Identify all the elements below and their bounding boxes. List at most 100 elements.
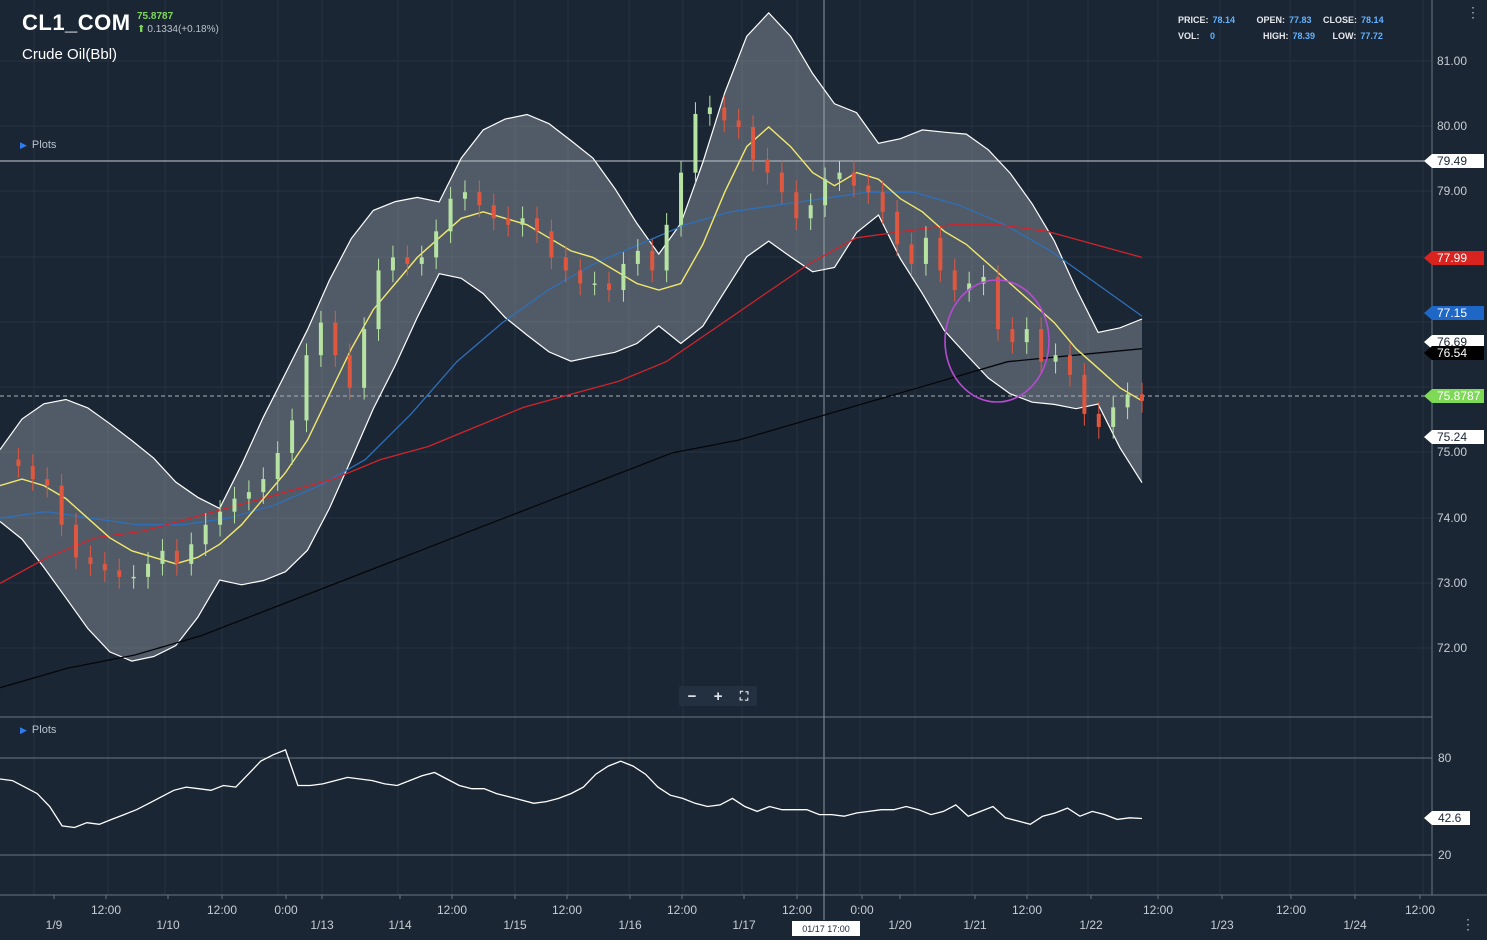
- price-badge-shape: [1424, 389, 1484, 403]
- time-tick-label: 1/23: [1210, 918, 1234, 932]
- candle-body: [1067, 355, 1072, 375]
- axis-menu-icon[interactable]: ⋮: [1461, 916, 1475, 932]
- settings-menu-icon[interactable]: ⋮: [1466, 4, 1480, 20]
- osc-tick-label: 80: [1438, 751, 1452, 765]
- candle-body: [967, 283, 972, 290]
- candle-body: [722, 107, 727, 121]
- time-tick-label: 12:00: [1143, 903, 1173, 917]
- candle-body: [131, 576, 136, 579]
- bollinger-band: [0, 12, 1143, 662]
- time-tick-label: 12:00: [91, 903, 121, 917]
- candle-body: [275, 453, 280, 480]
- bollinger-lower: [0, 214, 1143, 662]
- time-tick-label: 1/9: [46, 918, 63, 932]
- candle-body: [261, 479, 266, 493]
- osc-value-label: 42.6: [1438, 811, 1462, 825]
- time-tick-label: 12:00: [1012, 903, 1042, 917]
- candle-body: [751, 127, 756, 160]
- candle-body: [506, 218, 511, 225]
- candle-body: [664, 224, 669, 271]
- close-label: CLOSE:: [1323, 15, 1358, 25]
- price-label: PRICE:: [1178, 15, 1209, 25]
- time-tick-label: 0:00: [850, 903, 874, 917]
- candle-body: [59, 485, 64, 525]
- bollinger-fill: [0, 12, 1142, 662]
- candle-body: [390, 257, 395, 271]
- price-axis: 81.00 80.00 79.00 75.00 74.00 73.00 72.00 79.49…: [1424, 54, 1484, 655]
- change-value: 0.1334(+0.18%): [147, 24, 219, 35]
- price-badge: 77.15: [1424, 306, 1484, 320]
- open-value: 77.83: [1289, 15, 1312, 25]
- candle-body: [203, 524, 208, 545]
- candle-body: [491, 205, 496, 219]
- candle-body: [88, 557, 93, 564]
- ma-blue-line: [0, 191, 1143, 526]
- candle-body: [592, 283, 597, 285]
- candle-body: [851, 172, 856, 186]
- time-tick-label: 1/22: [1079, 918, 1103, 932]
- candlesticks: [16, 95, 1144, 589]
- candle-body: [462, 192, 467, 199]
- price-tick-label: 79.00: [1437, 184, 1467, 198]
- zoom-in-button[interactable]: +: [713, 687, 723, 705]
- candle-body: [1125, 394, 1130, 408]
- low-value: 77.72: [1360, 31, 1383, 41]
- candle-body: [160, 550, 165, 564]
- expand-triangle-icon: ▶: [20, 140, 27, 150]
- zoom-controls: − + ⛶: [679, 686, 757, 706]
- price-tick-label: 74.00: [1437, 511, 1467, 525]
- ma-black-line: [0, 348, 1143, 689]
- candle-body: [534, 218, 539, 232]
- time-tick-label: 1/24: [1343, 918, 1367, 932]
- candle-body: [419, 257, 424, 264]
- candle-body: [635, 250, 640, 264]
- time-tick-label: 1/10: [156, 918, 180, 932]
- candle-body: [16, 459, 21, 467]
- candle-body: [1039, 329, 1044, 362]
- crosshair-time-badge: 01/17 17:00: [792, 921, 860, 936]
- oscillator-line: [0, 749, 1143, 829]
- price-tick-label: 75.00: [1437, 445, 1467, 459]
- time-tick-label: 12:00: [1405, 903, 1435, 917]
- price-badge-shape: [1424, 251, 1484, 265]
- candle-body: [607, 283, 612, 290]
- vol-label: VOL:: [1178, 31, 1200, 41]
- price-tick-label: 73.00: [1437, 576, 1467, 590]
- low-label: LOW:: [1332, 31, 1357, 41]
- candle-body: [866, 185, 871, 193]
- candle-body: [923, 237, 928, 264]
- time-tick-label: 12:00: [782, 903, 812, 917]
- candle-body: [981, 276, 986, 284]
- candle-body: [1082, 374, 1087, 414]
- symbol-title: CL1_COM: [22, 10, 131, 35]
- price-badge: 75.24: [1424, 430, 1484, 444]
- candle-body: [246, 492, 251, 499]
- price-badge-shape: [1424, 335, 1484, 349]
- candle-body: [477, 192, 482, 206]
- fit-screen-button[interactable]: ⛶: [739, 688, 749, 703]
- plots-toggle-main[interactable]: ▶ Plots: [20, 139, 56, 151]
- osc-tick-label: 20: [1438, 848, 1452, 862]
- candle-body: [218, 511, 223, 525]
- price-badge: 76.54: [1424, 346, 1484, 360]
- candle-body: [779, 172, 784, 193]
- time-tick-label: 12:00: [207, 903, 237, 917]
- candle-body: [376, 270, 381, 330]
- price-badge-label: 76.54: [1437, 346, 1467, 360]
- high-value: 78.39: [1292, 31, 1316, 41]
- candle-body: [1111, 407, 1116, 427]
- highlight-circle: [944, 279, 1050, 403]
- candle-body: [362, 329, 367, 388]
- price-tick-label: 80.00: [1437, 119, 1467, 133]
- price-badge-shape: [1424, 154, 1484, 168]
- plots-toggle-lower[interactable]: ▶ Plots: [20, 724, 56, 736]
- candle-body: [174, 550, 179, 564]
- zoom-out-button[interactable]: −: [687, 687, 697, 705]
- price-badge-label: 75.24: [1437, 430, 1467, 444]
- candle-body: [117, 570, 122, 577]
- candle-body: [707, 107, 712, 114]
- candle-body: [448, 198, 453, 232]
- candle-body: [520, 218, 525, 225]
- price-badge-label: 77.15: [1437, 306, 1467, 320]
